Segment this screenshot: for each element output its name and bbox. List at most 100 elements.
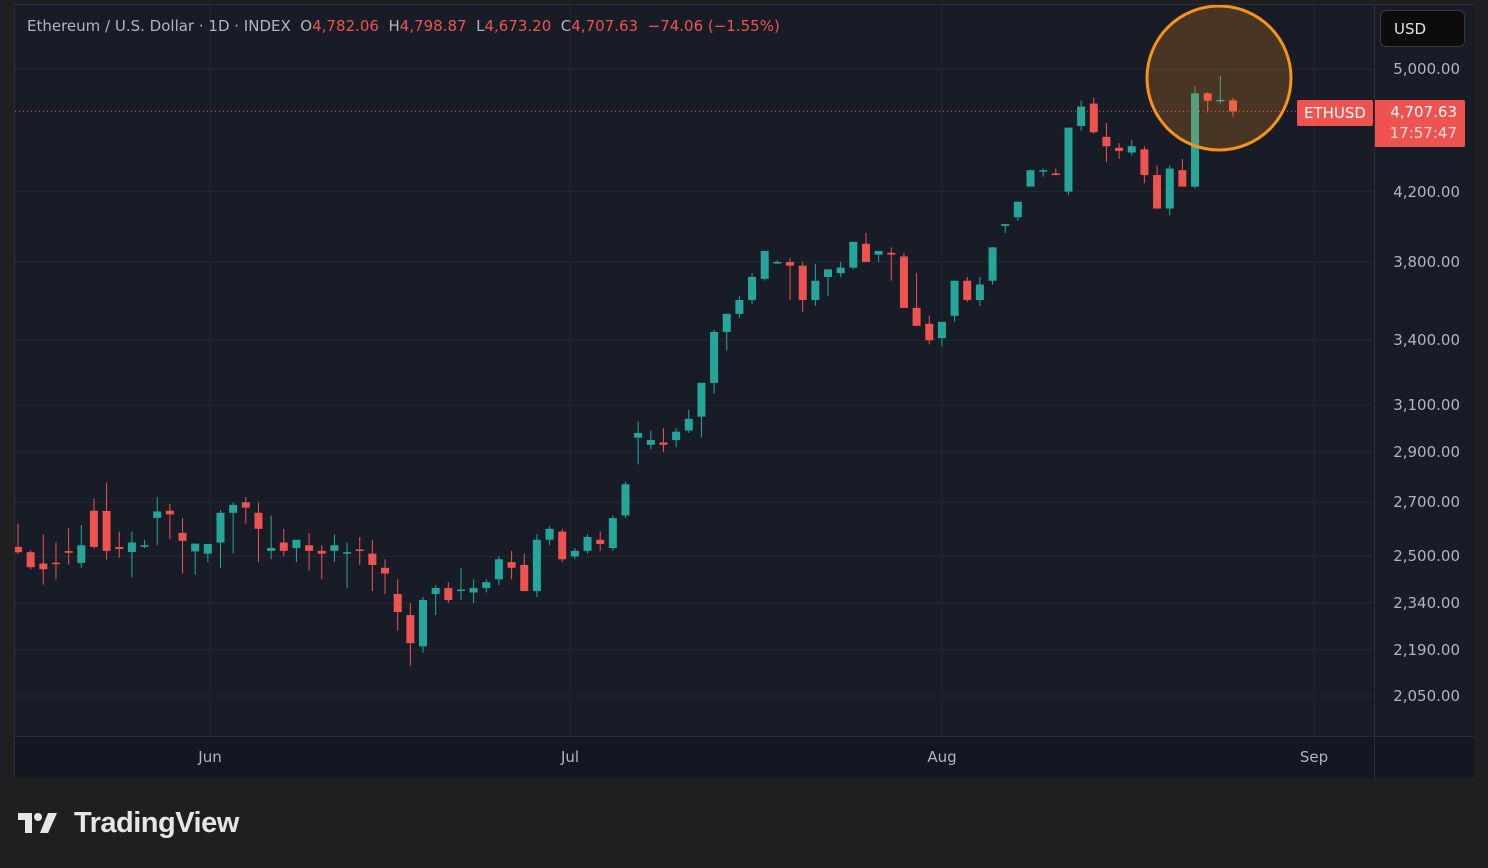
candle xyxy=(608,515,617,551)
candle xyxy=(659,428,668,453)
candle xyxy=(482,579,491,593)
candle xyxy=(1127,139,1136,156)
bar-countdown: 17:57:47 xyxy=(1389,124,1457,142)
candle xyxy=(912,273,921,326)
candle xyxy=(1203,91,1212,113)
price-tick-label: 3,100.00 xyxy=(1393,396,1460,415)
high-value: 4,798.87 xyxy=(399,17,467,35)
candle xyxy=(861,232,870,262)
time-tick-label: Jul xyxy=(560,748,580,766)
candle xyxy=(925,315,934,345)
candle xyxy=(279,528,288,557)
candle xyxy=(710,329,719,394)
price-tick-label: 2,500.00 xyxy=(1393,547,1460,566)
price-tick-label: 2,190.00 xyxy=(1393,640,1460,659)
candle xyxy=(937,321,946,347)
candle xyxy=(292,539,301,563)
candle xyxy=(899,252,908,308)
candle xyxy=(1077,100,1086,131)
price-tick-label: 3,400.00 xyxy=(1393,331,1460,350)
currency-button[interactable]: USD xyxy=(1380,10,1465,47)
candle xyxy=(317,545,326,580)
change-value: −74.06 (−1.55%) xyxy=(647,17,780,35)
price-tick-label: 4,200.00 xyxy=(1393,182,1460,201)
candlestick-chart[interactable] xyxy=(15,5,1374,736)
candle xyxy=(634,421,643,465)
symbol-price-tag: ETHUSD xyxy=(1297,100,1373,126)
candle xyxy=(431,585,440,616)
last-price-tag: 4,707.63 17:57:47 xyxy=(1375,100,1465,147)
candle xyxy=(975,276,984,306)
candle xyxy=(988,247,997,285)
price-tick-label: 2,050.00 xyxy=(1393,687,1460,705)
candle xyxy=(444,582,453,603)
candle xyxy=(381,559,390,594)
candle xyxy=(1102,123,1111,163)
chart-plot-area[interactable] xyxy=(15,5,1374,736)
candle xyxy=(267,515,276,560)
candle xyxy=(102,482,111,560)
price-tick-label: 2,340.00 xyxy=(1393,593,1460,612)
candle xyxy=(1013,201,1022,221)
candle xyxy=(722,313,731,351)
candle xyxy=(127,531,136,578)
candle xyxy=(621,481,630,519)
candle xyxy=(570,548,579,560)
candle xyxy=(393,579,402,631)
candle xyxy=(950,280,959,322)
candle xyxy=(558,528,567,563)
candle xyxy=(1178,158,1187,187)
candle xyxy=(26,550,35,570)
open-value: 4,782.06 xyxy=(312,17,379,35)
candle xyxy=(330,534,339,563)
price-tick-label: 3,800.00 xyxy=(1393,252,1460,271)
candle xyxy=(165,503,174,540)
candle xyxy=(456,567,465,600)
candle xyxy=(153,497,162,546)
candle xyxy=(355,537,364,565)
candle xyxy=(15,523,22,554)
symbol-title: Ethereum / U.S. Dollar · 1D · INDEX xyxy=(27,17,291,35)
candle xyxy=(596,531,605,551)
candle xyxy=(115,531,124,558)
candle xyxy=(64,528,73,565)
candle xyxy=(241,497,250,524)
candle xyxy=(1216,76,1225,104)
candle xyxy=(1051,168,1060,176)
candle xyxy=(1229,97,1237,117)
candle xyxy=(343,542,352,589)
candle xyxy=(368,539,377,592)
candle xyxy=(887,247,896,281)
candle xyxy=(874,250,883,262)
price-tick-label: 5,000.00 xyxy=(1393,60,1460,78)
price-tick-label: 2,900.00 xyxy=(1393,443,1460,462)
low-label: L xyxy=(476,17,485,35)
tradingview-logo[interactable]: TradingView xyxy=(18,807,239,839)
close-value: 4,707.63 xyxy=(571,17,639,35)
candle xyxy=(1153,165,1162,209)
candle xyxy=(748,273,757,304)
candle xyxy=(760,250,769,281)
candle xyxy=(672,428,681,448)
candle xyxy=(178,518,187,574)
candle xyxy=(798,261,807,312)
candle xyxy=(1064,127,1073,195)
candle xyxy=(1140,146,1149,184)
candle xyxy=(89,498,98,549)
candle xyxy=(786,258,795,301)
candle xyxy=(419,596,427,653)
time-axis[interactable] xyxy=(15,736,1374,778)
candle xyxy=(684,409,693,433)
candle xyxy=(811,263,820,306)
candle xyxy=(735,296,744,318)
candle xyxy=(469,579,478,603)
axis-corner xyxy=(1374,736,1474,778)
candle xyxy=(1165,165,1174,216)
candle xyxy=(1001,224,1010,233)
time-tick-label: Sep xyxy=(1299,748,1329,766)
candle xyxy=(507,550,516,580)
candle xyxy=(1191,86,1200,189)
high-label: H xyxy=(388,17,400,35)
candle xyxy=(583,534,592,554)
candle xyxy=(305,532,314,571)
